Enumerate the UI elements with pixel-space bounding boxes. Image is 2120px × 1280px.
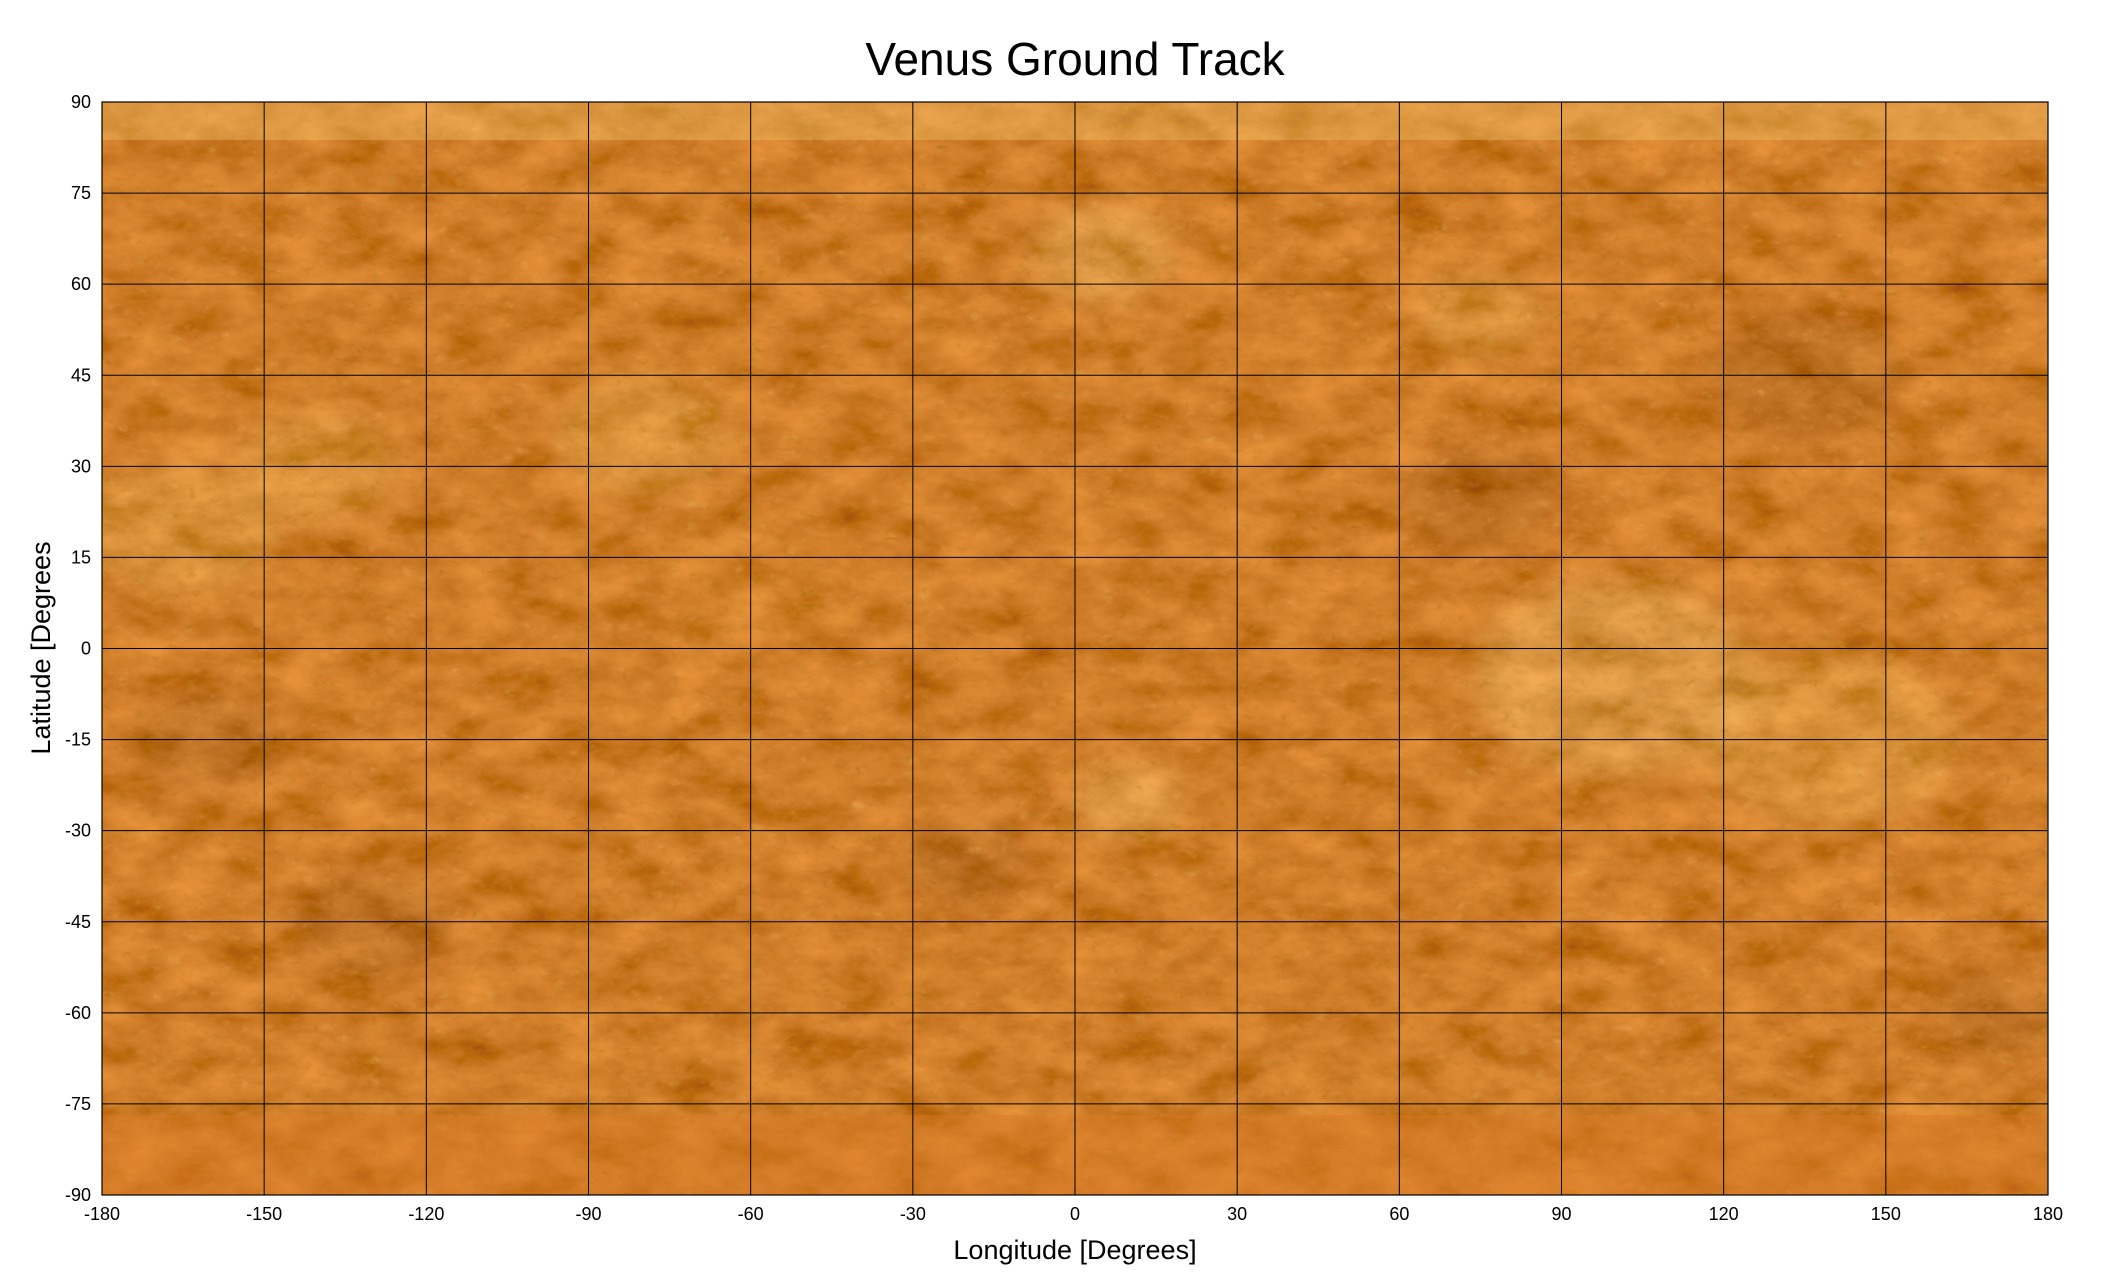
y-tick-label: 45 bbox=[71, 365, 91, 385]
y-tick-label: -75 bbox=[65, 1094, 91, 1114]
y-tick-label: -15 bbox=[65, 730, 91, 750]
x-tick-label: 150 bbox=[1871, 1204, 1901, 1224]
x-tick-label: -60 bbox=[738, 1204, 764, 1224]
x-tick-label: -90 bbox=[575, 1204, 601, 1224]
y-tick-label: 75 bbox=[71, 183, 91, 203]
x-tick-label: 120 bbox=[1709, 1204, 1739, 1224]
x-tick-label: 60 bbox=[1389, 1204, 1409, 1224]
plot-frame bbox=[101, 101, 2049, 1196]
x-tick-label: 180 bbox=[2033, 1204, 2063, 1224]
x-tick-label: -180 bbox=[84, 1204, 120, 1224]
x-tick-label: 0 bbox=[1070, 1204, 1080, 1224]
x-tick-label: 90 bbox=[1551, 1204, 1571, 1224]
y-tick-labels: 90 75 60 45 30 15 0 -15 -30 -45 -60 -75 -90 bbox=[65, 92, 91, 1205]
y-tick-label: 60 bbox=[71, 274, 91, 294]
y-tick-label: 30 bbox=[71, 456, 91, 476]
x-tick-label: -30 bbox=[900, 1204, 926, 1224]
x-axis-label: Longitude [Degrees] bbox=[953, 1235, 1196, 1265]
y-tick-label: -45 bbox=[65, 912, 91, 932]
x-tick-labels: -180 -150 -120 -90 -60 -30 0 30 60 90 120 150 180 bbox=[84, 1204, 2063, 1224]
y-tick-label: -30 bbox=[65, 821, 91, 841]
y-tick-label: -90 bbox=[65, 1185, 91, 1205]
y-axis-label: Latitude [Degrees bbox=[26, 541, 56, 754]
y-tick-label: 15 bbox=[71, 547, 91, 567]
y-tick-label: 0 bbox=[81, 639, 91, 659]
x-tick-label: 30 bbox=[1227, 1204, 1247, 1224]
x-tick-label: -120 bbox=[408, 1204, 444, 1224]
y-tick-label: 90 bbox=[71, 92, 91, 112]
x-tick-label: -150 bbox=[246, 1204, 282, 1224]
chart-title: Venus Ground Track bbox=[865, 33, 1285, 85]
y-tick-label: -60 bbox=[65, 1003, 91, 1023]
